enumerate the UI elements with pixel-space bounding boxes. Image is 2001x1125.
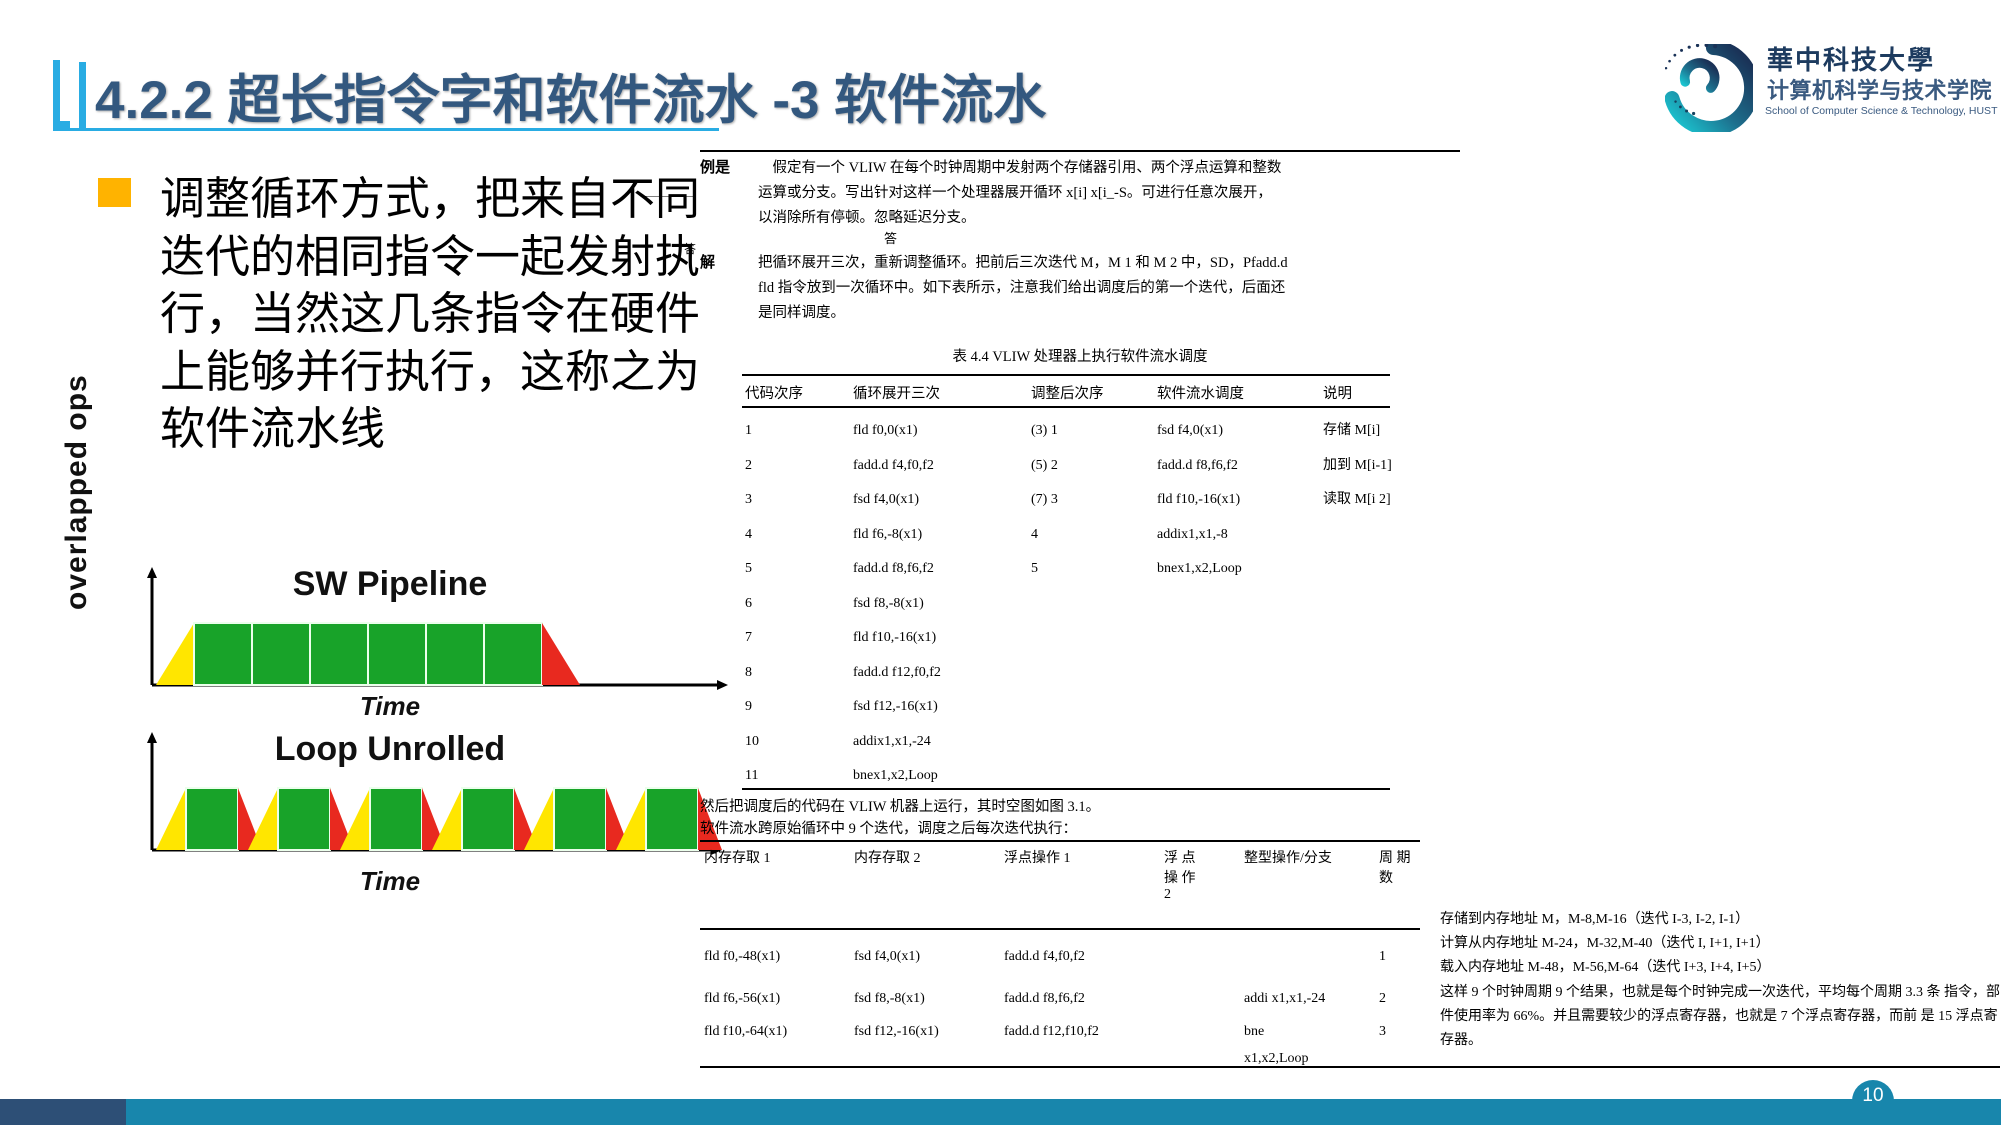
svg-text:SW Pipeline: SW Pipeline	[293, 565, 488, 603]
svg-text:Loop Unrolled: Loop Unrolled	[275, 730, 505, 768]
svg-text:Time: Time	[360, 866, 420, 896]
svg-text:Time: Time	[360, 691, 420, 721]
